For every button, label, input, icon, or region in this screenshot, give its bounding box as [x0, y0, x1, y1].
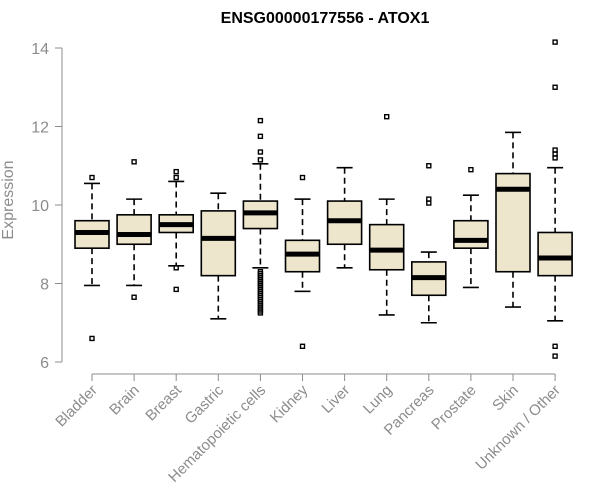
chart-title: ENSG00000177556 - ATOX1: [221, 10, 430, 27]
outlier-point: [299, 174, 306, 181]
outlier-point: [89, 174, 95, 181]
iqr-box: [453, 219, 489, 249]
y-tick-label: 8: [40, 277, 49, 294]
y-tick-label: 10: [31, 198, 49, 215]
x-category-label: Prostate: [428, 382, 480, 434]
box-group: [284, 174, 321, 349]
outlier-point: [552, 147, 558, 153]
x-category-label: Lung: [360, 382, 396, 418]
box-group: [200, 192, 237, 320]
outlier-point: [131, 294, 137, 300]
y-axis-label: Expression: [0, 160, 17, 239]
outlier-point: [552, 353, 558, 359]
outlier-point: [257, 133, 264, 140]
outlier-point: [552, 343, 558, 349]
outlier-point: [468, 166, 474, 173]
outlier-point: [552, 39, 558, 45]
outlier-point: [426, 196, 432, 202]
box-group: [158, 168, 194, 293]
outlier-point: [257, 269, 264, 275]
box-group: [495, 131, 531, 308]
y-tick-label: 14: [31, 41, 49, 58]
x-category-label: Skin: [489, 382, 522, 415]
x-category-label: Brain: [106, 382, 143, 419]
outlier-point: [299, 343, 306, 349]
x-category-label: Kidney: [267, 381, 312, 426]
outlier-point: [131, 159, 137, 165]
box-group: [368, 113, 405, 316]
box-group: [242, 117, 279, 316]
iqr-box: [368, 223, 405, 271]
iqr-box: [116, 214, 152, 246]
outlier-point: [173, 174, 179, 181]
outlier-point: [257, 157, 264, 163]
outlier-point: [257, 149, 264, 155]
outlier-point: [173, 168, 179, 175]
box-group: [326, 166, 363, 269]
box-group: [116, 159, 152, 300]
outlier-point: [257, 117, 264, 124]
outlier-point: [384, 113, 390, 120]
y-tick-label: 6: [40, 355, 49, 372]
x-category-label: Liver: [318, 382, 353, 417]
outlier-point: [173, 286, 179, 293]
x-category-label: Bladder: [52, 382, 101, 431]
iqr-box: [537, 231, 573, 277]
box-group: [74, 174, 110, 342]
y-tick-label: 12: [31, 120, 49, 137]
box-group: [453, 166, 489, 289]
outlier-point: [173, 265, 179, 271]
iqr-box: [200, 210, 237, 277]
outlier-point: [552, 84, 558, 90]
boxes-group: [74, 39, 573, 359]
outlier-point: [89, 335, 95, 342]
outlier-point: [426, 163, 432, 169]
box-group: [410, 163, 447, 324]
x-category-label: Breast: [142, 381, 185, 424]
box-group: [537, 39, 573, 359]
